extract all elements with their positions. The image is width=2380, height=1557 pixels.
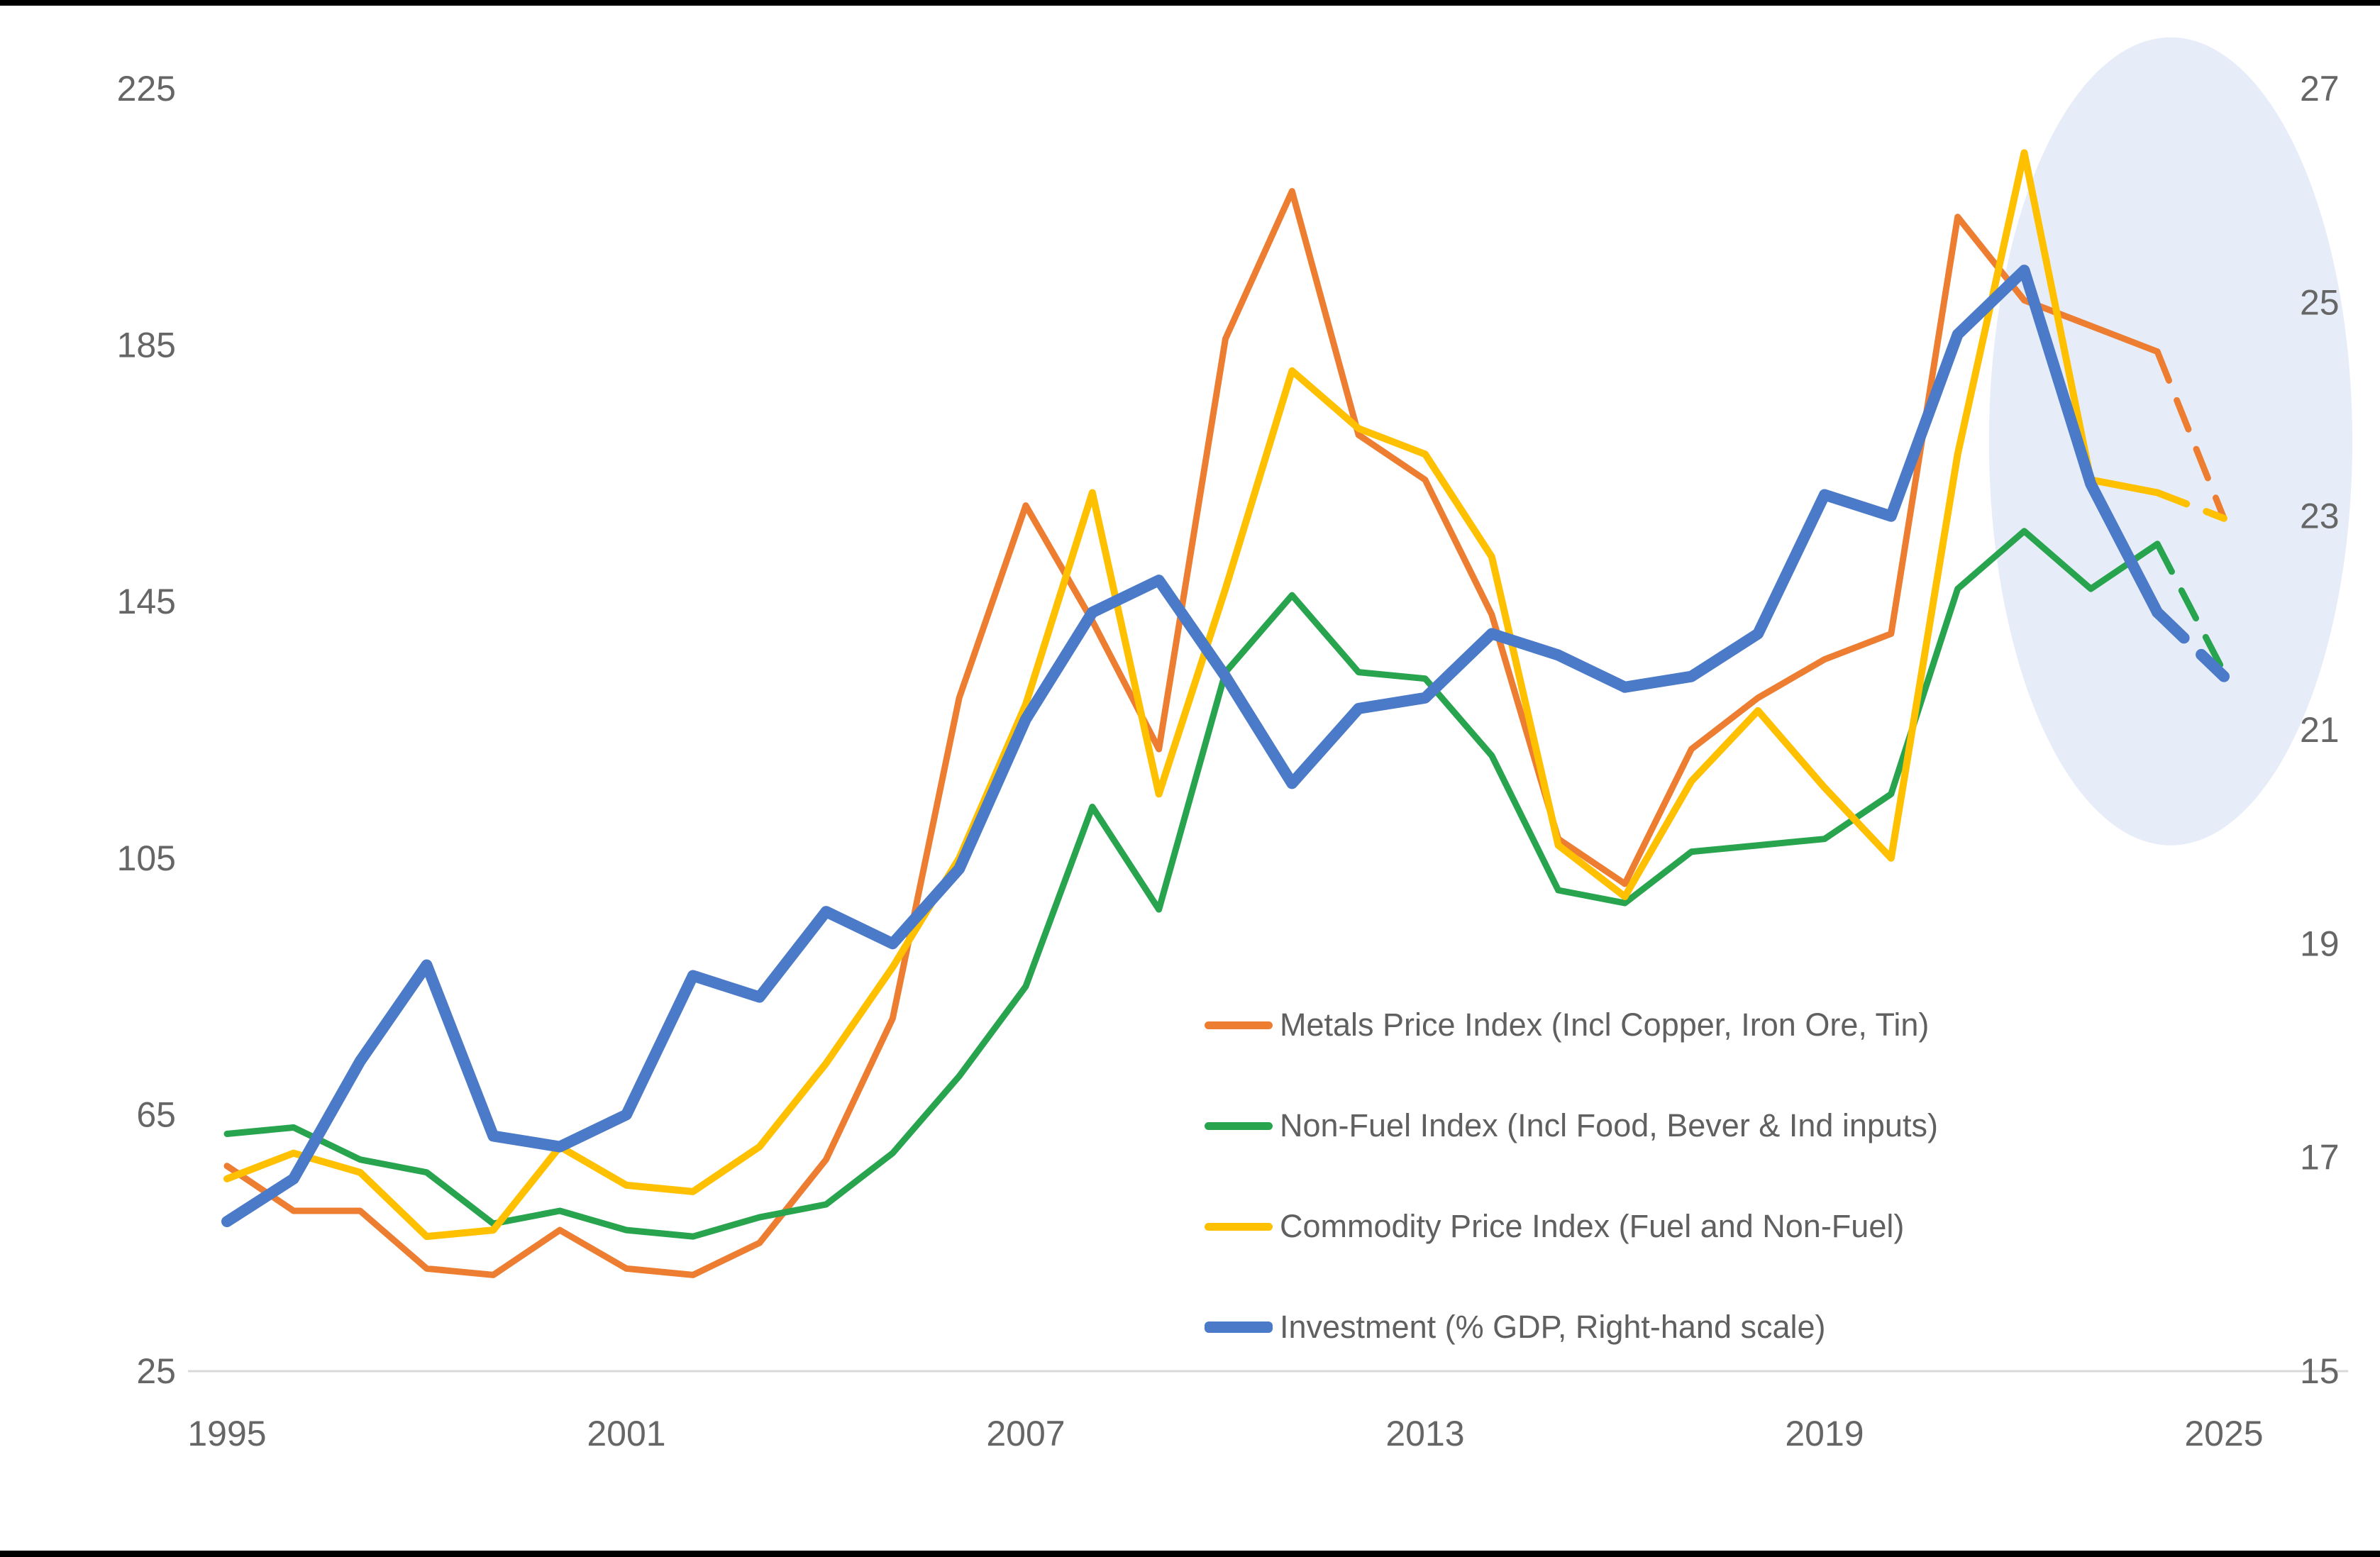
right-axis-tick-17: 17: [2300, 1138, 2340, 1178]
legend-label-metals: Metals Price Index (Incl Copper, Iron Or…: [1280, 1007, 1930, 1043]
legend-item-metals: Metals Price Index (Incl Copper, Iron Or…: [1205, 975, 1938, 1075]
right-axis-tick-21: 21: [2300, 710, 2340, 750]
legend-item-investment: Investment (% GDP, Right-hand scale): [1205, 1277, 1938, 1378]
chart-legend: Metals Price Index (Incl Copper, Iron Or…: [1205, 975, 1938, 1378]
x-axis-tick-1995: 1995: [187, 1414, 266, 1453]
commodity-investment-line-chart: 25 65 105 145 185 225 15 17 19 21 23 25 27 1995 2001 20…: [0, 6, 2380, 1551]
x-axis-tick-2019: 2019: [1785, 1414, 1864, 1453]
x-axis-tick-2001: 2001: [587, 1414, 665, 1453]
x-axis-tick-2025: 2025: [2184, 1414, 2263, 1453]
legend-label-commodity: Commodity Price Index (Fuel and Non-Fuel…: [1280, 1208, 1905, 1244]
bottom-letterbox-bar: [0, 1551, 2380, 1557]
legend-swatch-commodity-line: [1205, 1222, 1273, 1231]
left-axis-tick-25: 25: [136, 1351, 176, 1391]
series-line-0: [223, 188, 2161, 1278]
legend-swatch-investment-line: [1205, 1321, 1273, 1333]
right-axis-tick-25: 25: [2300, 282, 2340, 322]
x-axis-tick-2007: 2007: [986, 1414, 1065, 1453]
right-axis-tick-23: 23: [2300, 497, 2340, 536]
legend-label-nonfuel: Non-Fuel Index (Incl Food, Bever & Ind i…: [1280, 1107, 1938, 1143]
x-axis-tick-2013: 2013: [1385, 1414, 1464, 1453]
left-axis-tick-105: 105: [117, 838, 176, 878]
right-axis-tick-27: 27: [2300, 69, 2340, 109]
legend-label-investment: Investment (% GDP, Right-hand scale): [1280, 1309, 1826, 1345]
series-forecast-dashed-2: [2154, 489, 2227, 522]
left-axis-tick-145: 145: [117, 582, 176, 621]
left-axis-tick-65: 65: [136, 1095, 176, 1134]
series-forecast-dashed-3: [2152, 606, 2230, 682]
series-line-1: [223, 528, 2161, 1240]
series-line-2: [223, 149, 2162, 1241]
right-axis-tick-19: 19: [2300, 924, 2340, 963]
legend-item-commodity: Commodity Price Index (Fuel and Non-Fuel…: [1205, 1176, 1938, 1277]
legend-swatch-metals-line: [1205, 1021, 1273, 1029]
left-axis-tick-225: 225: [117, 69, 176, 109]
chart-canvas: 25 65 105 145 185 225 15 17 19 21 23 25 27 1995 2001 20…: [117, 37, 2353, 1453]
left-axis-tick-185: 185: [117, 326, 176, 365]
series-forecast-dashed-1: [2154, 541, 2227, 676]
legend-item-nonfuel: Non-Fuel Index (Incl Food, Bever & Ind i…: [1205, 1075, 1938, 1176]
series-forecast-dashed-0: [2154, 348, 2227, 522]
top-letterbox-bar: [0, 0, 2380, 6]
legend-swatch-nonfuel-line: [1205, 1121, 1273, 1130]
forecast-highlight-ellipse: [1988, 37, 2353, 846]
series-line-3: [221, 265, 2164, 1228]
right-axis-tick-15: 15: [2300, 1351, 2340, 1391]
